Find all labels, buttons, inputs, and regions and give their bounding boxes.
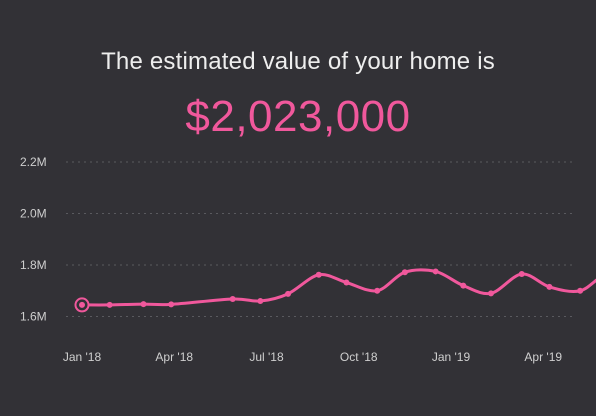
x-tick-label: Oct '18 [340,350,378,364]
data-point [140,301,147,308]
data-point [343,279,350,286]
y-tick-label: 2.0M [20,207,47,221]
y-tick-label: 2.2M [20,155,47,169]
headline: The estimated value of your home is [101,48,495,75]
data-point [106,301,113,308]
estimated-value: $2,023,000 [185,92,411,141]
data-point [518,271,525,278]
data-point [168,301,175,308]
x-tick-label: Apr '19 [524,350,562,364]
value-series-line [80,268,596,307]
data-point [285,290,292,297]
data-point [432,268,439,275]
data-point [460,282,467,289]
start-point [79,301,85,308]
data-point [315,271,322,278]
x-tick-label: Jan '18 [63,350,102,364]
x-tick-label: Jan '19 [432,350,471,364]
x-tick-label: Jul '18 [249,350,284,364]
data-point [577,287,584,294]
x-tick-label: Apr '18 [155,350,193,364]
data-point [257,298,264,305]
data-point [546,283,553,290]
data-point [487,290,494,297]
data-point [401,269,408,276]
data-point [374,287,381,294]
y-tick-label: 1.6M [20,310,47,324]
data-point [229,295,236,302]
y-tick-label: 1.8M [20,258,47,272]
